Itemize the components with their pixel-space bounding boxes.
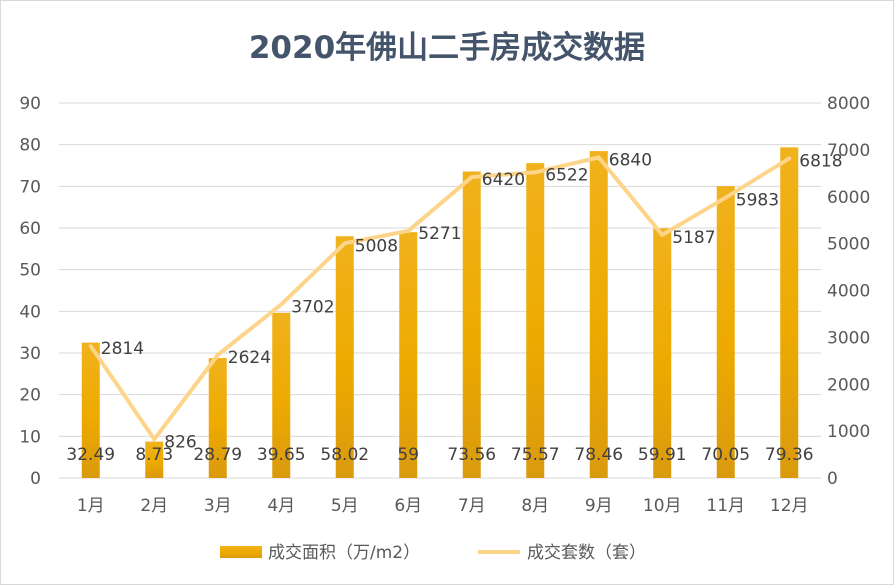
bar-data-label: 39.65 — [257, 445, 306, 465]
line-point — [533, 170, 537, 174]
y-left-tick-label: 70 — [19, 177, 41, 197]
bar — [399, 232, 418, 478]
line-data-label: 5271 — [418, 224, 461, 244]
line-point — [597, 155, 601, 159]
y-left-tick-label: 90 — [19, 94, 41, 114]
legend-bar-swatch — [220, 546, 262, 558]
bar — [589, 151, 608, 479]
x-tick-label: 8月 — [521, 496, 549, 516]
bar — [780, 147, 799, 479]
bar — [81, 342, 100, 478]
y-right-tick-label: 4000 — [827, 282, 870, 302]
y-left-tick-label: 20 — [19, 386, 41, 406]
bar-data-label: 59.91 — [638, 445, 687, 465]
bar-data-label: 8.73 — [135, 445, 173, 465]
line-data-label: 2624 — [228, 348, 271, 368]
x-tick-label: 10月 — [643, 496, 682, 516]
line-point — [279, 302, 283, 306]
y-axis-right: 0 1000 2000 3000 4000 5000 6000 7000 8000 — [827, 94, 870, 489]
legend: 成交面积（万/m2） 成交套数（套） — [220, 543, 646, 563]
line-point — [470, 175, 474, 179]
y-left-tick-label: 50 — [19, 261, 41, 281]
x-tick-label: 1月 — [77, 496, 105, 516]
line-data-label: 5187 — [672, 228, 715, 248]
line-data-label: 5983 — [736, 191, 779, 211]
line-data-label: 6420 — [482, 170, 525, 190]
bar-data-label: 73.56 — [447, 445, 496, 465]
line-point — [787, 156, 791, 160]
bar — [462, 171, 481, 478]
line-data-label: 3702 — [291, 297, 334, 317]
y-right-tick-label: 2000 — [827, 375, 870, 395]
x-tick-label: 2月 — [140, 496, 168, 516]
bar-data-labels: 32.49 8.73 28.79 39.65 58.02 59 73.56 75.57 78.4… — [66, 445, 813, 465]
bar-data-label: 79.36 — [765, 445, 814, 465]
legend-bar-label: 成交面积（万/m2） — [268, 543, 420, 563]
bar-data-label: 75.57 — [511, 445, 560, 465]
y-left-tick-label: 80 — [19, 136, 41, 156]
y-right-tick-label: 7000 — [827, 141, 870, 161]
bar — [653, 228, 672, 478]
x-tick-label: 9月 — [585, 496, 613, 516]
line-data-label: 826 — [164, 432, 196, 452]
line-point — [152, 437, 156, 441]
series-line — [88, 155, 792, 442]
line-data-labels: 2814 826 2624 3702 5008 5271 6420 6522 6840 5187 5… — [101, 150, 843, 452]
line-point — [216, 353, 220, 357]
y-right-tick-label: 6000 — [827, 188, 870, 208]
y-right-tick-label: 8000 — [827, 94, 870, 114]
bar-data-label: 78.46 — [574, 445, 623, 465]
x-tick-label: 12月 — [770, 496, 809, 516]
line-point — [724, 196, 728, 200]
y-left-tick-label: 40 — [19, 302, 41, 322]
y-axis-left: 0 10 20 30 40 50 60 70 80 90 — [19, 94, 41, 489]
x-tick-label: 4月 — [267, 496, 295, 516]
line-data-label: 5008 — [355, 236, 398, 256]
line-data-label: 6522 — [545, 165, 588, 185]
line-point — [660, 233, 664, 237]
bar — [335, 236, 354, 478]
x-tick-label: 6月 — [394, 496, 422, 516]
bar-data-label: 28.79 — [193, 445, 242, 465]
gridlines — [59, 102, 821, 479]
bar — [208, 358, 227, 478]
line-data-label: 6840 — [609, 150, 652, 170]
bar — [716, 186, 735, 478]
x-tick-label: 11月 — [706, 496, 745, 516]
y-right-tick-label: 0 — [827, 469, 838, 489]
bar-data-label: 59 — [397, 445, 419, 465]
line-point — [406, 229, 410, 233]
bar — [526, 163, 545, 478]
bar-data-label: 32.49 — [66, 445, 115, 465]
bar-series — [81, 147, 799, 479]
x-tick-label: 5月 — [331, 496, 359, 516]
x-axis: 1月 2月 3月 4月 5月 6月 7月 8月 9月 10月 11月 12月 — [77, 496, 809, 516]
bar — [145, 441, 164, 478]
chart-title: 2020年佛山二手房成交数据 — [249, 30, 645, 66]
y-right-tick-label: 1000 — [827, 422, 870, 442]
line-point — [89, 344, 93, 348]
y-left-tick-label: 10 — [19, 427, 41, 447]
y-left-tick-label: 30 — [19, 344, 41, 364]
line-data-label: 2814 — [101, 339, 144, 359]
y-right-tick-label: 5000 — [827, 235, 870, 255]
x-tick-label: 3月 — [204, 496, 232, 516]
x-tick-label: 7月 — [458, 496, 486, 516]
bar — [272, 312, 291, 478]
legend-line-label: 成交套数（套） — [527, 543, 646, 563]
y-left-tick-label: 60 — [19, 219, 41, 239]
y-left-tick-label: 0 — [30, 469, 41, 489]
line-series — [88, 155, 792, 442]
y-right-tick-label: 3000 — [827, 328, 870, 348]
bar-data-label: 58.02 — [320, 445, 369, 465]
bar-data-label: 70.05 — [701, 445, 750, 465]
line-point — [343, 241, 347, 245]
line-data-label: 6818 — [799, 151, 842, 171]
